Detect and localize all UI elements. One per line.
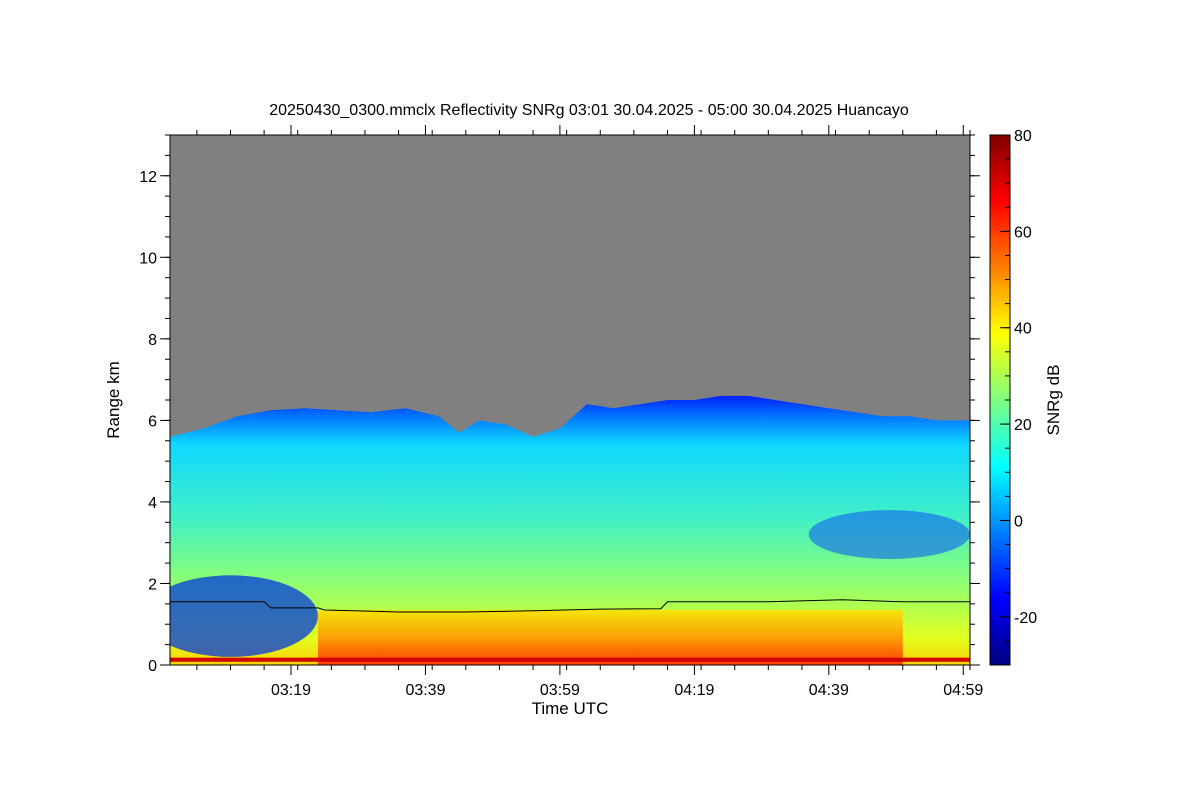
y-axis-ticks: 0 2 4 6 8 10 12	[139, 134, 980, 675]
colorbar-tick-label: 80	[1014, 128, 1032, 145]
x-tick-label: 04:19	[674, 682, 714, 699]
surface-echo-line	[170, 657, 970, 662]
cloud-echo-area	[170, 395, 970, 665]
y-tick-label: 2	[148, 576, 157, 593]
colorbar-tick-label: 40	[1014, 321, 1032, 338]
low-echo-patch	[808, 510, 970, 559]
colorbar-tick-label: 20	[1014, 417, 1032, 434]
x-tick-label: 04:59	[943, 682, 983, 699]
colorbar-ticks: -20 0 20 40 60 80	[1000, 128, 1037, 642]
cloud-base-line	[170, 599, 970, 613]
low-echo-patch	[170, 575, 318, 657]
x-axis-label: Time UTC	[532, 699, 609, 718]
y-tick-label: 6	[148, 413, 157, 430]
colorbar-tick-label: -20	[1014, 610, 1037, 627]
y-tick-label: 10	[139, 250, 157, 267]
x-tick-label: 03:39	[405, 682, 445, 699]
y-tick-label: 8	[148, 332, 157, 349]
chart-title: 20250430_0300.mmclx Reflectivity SNRg 03…	[269, 102, 909, 119]
colorbar-tick-label: 0	[1014, 513, 1023, 530]
x-tick-label: 03:59	[540, 682, 580, 699]
boundary-layer-echo	[317, 609, 903, 665]
x-tick-label: 04:39	[809, 682, 849, 699]
y-tick-label: 4	[148, 495, 157, 512]
x-axis-ticks: 03:19 03:39 03:59 04:19 04:39 04:59	[196, 125, 983, 699]
colorbar-label: SNRg dB	[1044, 365, 1063, 436]
y-tick-label: 12	[139, 169, 157, 186]
y-tick-label: 0	[148, 658, 157, 675]
colorbar-tick-label: 60	[1014, 224, 1032, 241]
y-axis-label: Range km	[104, 361, 123, 438]
x-tick-label: 03:19	[271, 682, 311, 699]
heatmap-area	[170, 135, 970, 665]
